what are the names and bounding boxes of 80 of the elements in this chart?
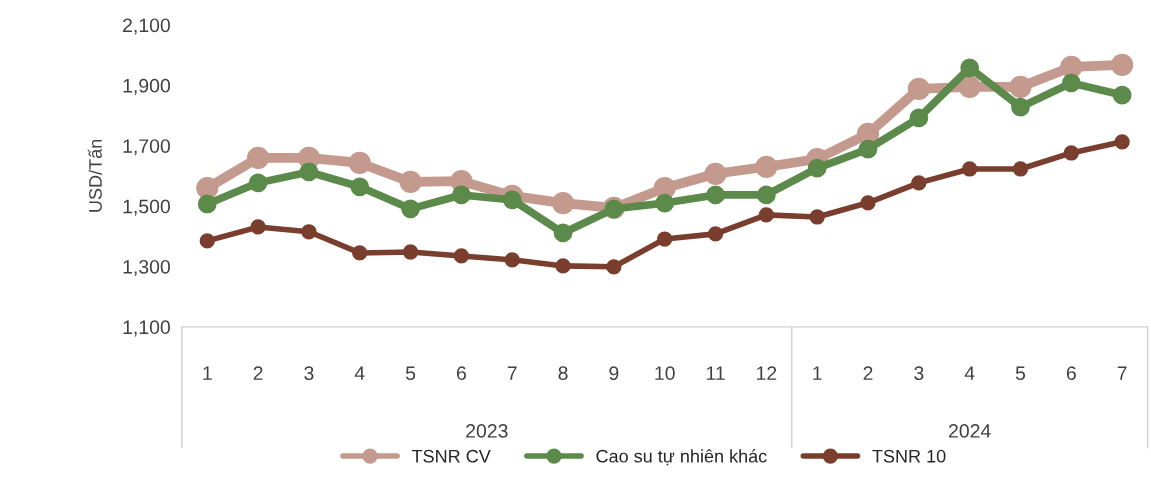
y-tick-label: 1,100 bbox=[123, 320, 170, 337]
point bbox=[1061, 73, 1081, 93]
legend-label: TSNR 10 bbox=[872, 449, 946, 463]
x-tick-label: 2 bbox=[253, 366, 263, 380]
point bbox=[402, 244, 419, 260]
point bbox=[606, 259, 622, 275]
point bbox=[504, 252, 520, 268]
point bbox=[453, 248, 470, 264]
y-tick-label: 1,300 bbox=[123, 259, 170, 277]
point bbox=[756, 185, 776, 205]
x-tick-label: 7 bbox=[507, 366, 517, 380]
x-tick-label: 10 bbox=[655, 366, 675, 381]
y-tick-label: 2,100 bbox=[123, 18, 170, 35]
point bbox=[246, 146, 270, 169]
point bbox=[809, 209, 825, 225]
point bbox=[758, 207, 774, 223]
x-tick-label: 2 bbox=[863, 366, 873, 380]
point bbox=[657, 231, 673, 247]
x-tick-label: 4 bbox=[354, 366, 365, 380]
point bbox=[1111, 53, 1134, 76]
point bbox=[807, 158, 827, 178]
point bbox=[706, 185, 725, 205]
point bbox=[907, 77, 930, 101]
x-tick-label: 1 bbox=[203, 366, 212, 380]
point bbox=[250, 219, 266, 235]
legend-label: Cao su tự nhiên khác bbox=[596, 449, 767, 466]
x-tick-label: 9 bbox=[609, 366, 619, 381]
point bbox=[452, 185, 471, 205]
point bbox=[1011, 97, 1030, 117]
point bbox=[299, 162, 319, 182]
point bbox=[555, 258, 571, 274]
point bbox=[911, 175, 927, 191]
x-tick-label: 11 bbox=[706, 366, 725, 380]
point bbox=[858, 139, 878, 159]
point bbox=[655, 193, 675, 213]
point bbox=[352, 245, 368, 261]
point bbox=[958, 75, 981, 98]
point bbox=[199, 233, 215, 249]
x-tick-label: 3 bbox=[304, 366, 314, 381]
y-axis-title: USD/Tấn bbox=[87, 139, 102, 212]
point bbox=[909, 108, 929, 128]
point bbox=[348, 151, 371, 175]
point bbox=[502, 190, 522, 210]
point bbox=[1063, 145, 1079, 161]
point bbox=[553, 223, 573, 243]
text: 2023 bbox=[466, 424, 508, 438]
point bbox=[707, 226, 724, 242]
x-tick-label: 5 bbox=[1015, 366, 1026, 381]
x-tick-label: 3 bbox=[914, 366, 924, 381]
point bbox=[860, 195, 876, 211]
point bbox=[1009, 75, 1032, 98]
x-tick-label: 8 bbox=[558, 366, 568, 381]
x-tick-label: 6 bbox=[456, 366, 466, 381]
point bbox=[1060, 55, 1083, 79]
point bbox=[551, 191, 575, 215]
point bbox=[197, 194, 217, 214]
point bbox=[1012, 161, 1029, 177]
point bbox=[196, 176, 219, 200]
legend-label: TSNR CV bbox=[411, 449, 491, 463]
y-tick-label: 1,500 bbox=[123, 199, 170, 216]
point bbox=[1112, 85, 1132, 105]
point bbox=[301, 224, 317, 240]
point bbox=[248, 173, 268, 193]
x-tick-label: 7 bbox=[1117, 366, 1127, 380]
x-tick-label: 1 bbox=[813, 366, 822, 380]
point bbox=[704, 162, 727, 185]
text: 2024 bbox=[949, 424, 991, 438]
y-tick-label: 1,900 bbox=[123, 78, 170, 95]
point bbox=[399, 170, 422, 194]
y-tick-label: 1,700 bbox=[123, 139, 170, 156]
point bbox=[350, 177, 370, 197]
x-tick-label: 4 bbox=[964, 366, 975, 380]
x-tick-label: 6 bbox=[1066, 366, 1076, 381]
x-tick-label: 5 bbox=[405, 366, 416, 381]
point bbox=[960, 58, 980, 78]
point bbox=[962, 161, 978, 177]
point bbox=[755, 155, 778, 178]
x-tick-label: 12 bbox=[757, 366, 777, 380]
point bbox=[1114, 134, 1130, 150]
point bbox=[401, 199, 420, 219]
